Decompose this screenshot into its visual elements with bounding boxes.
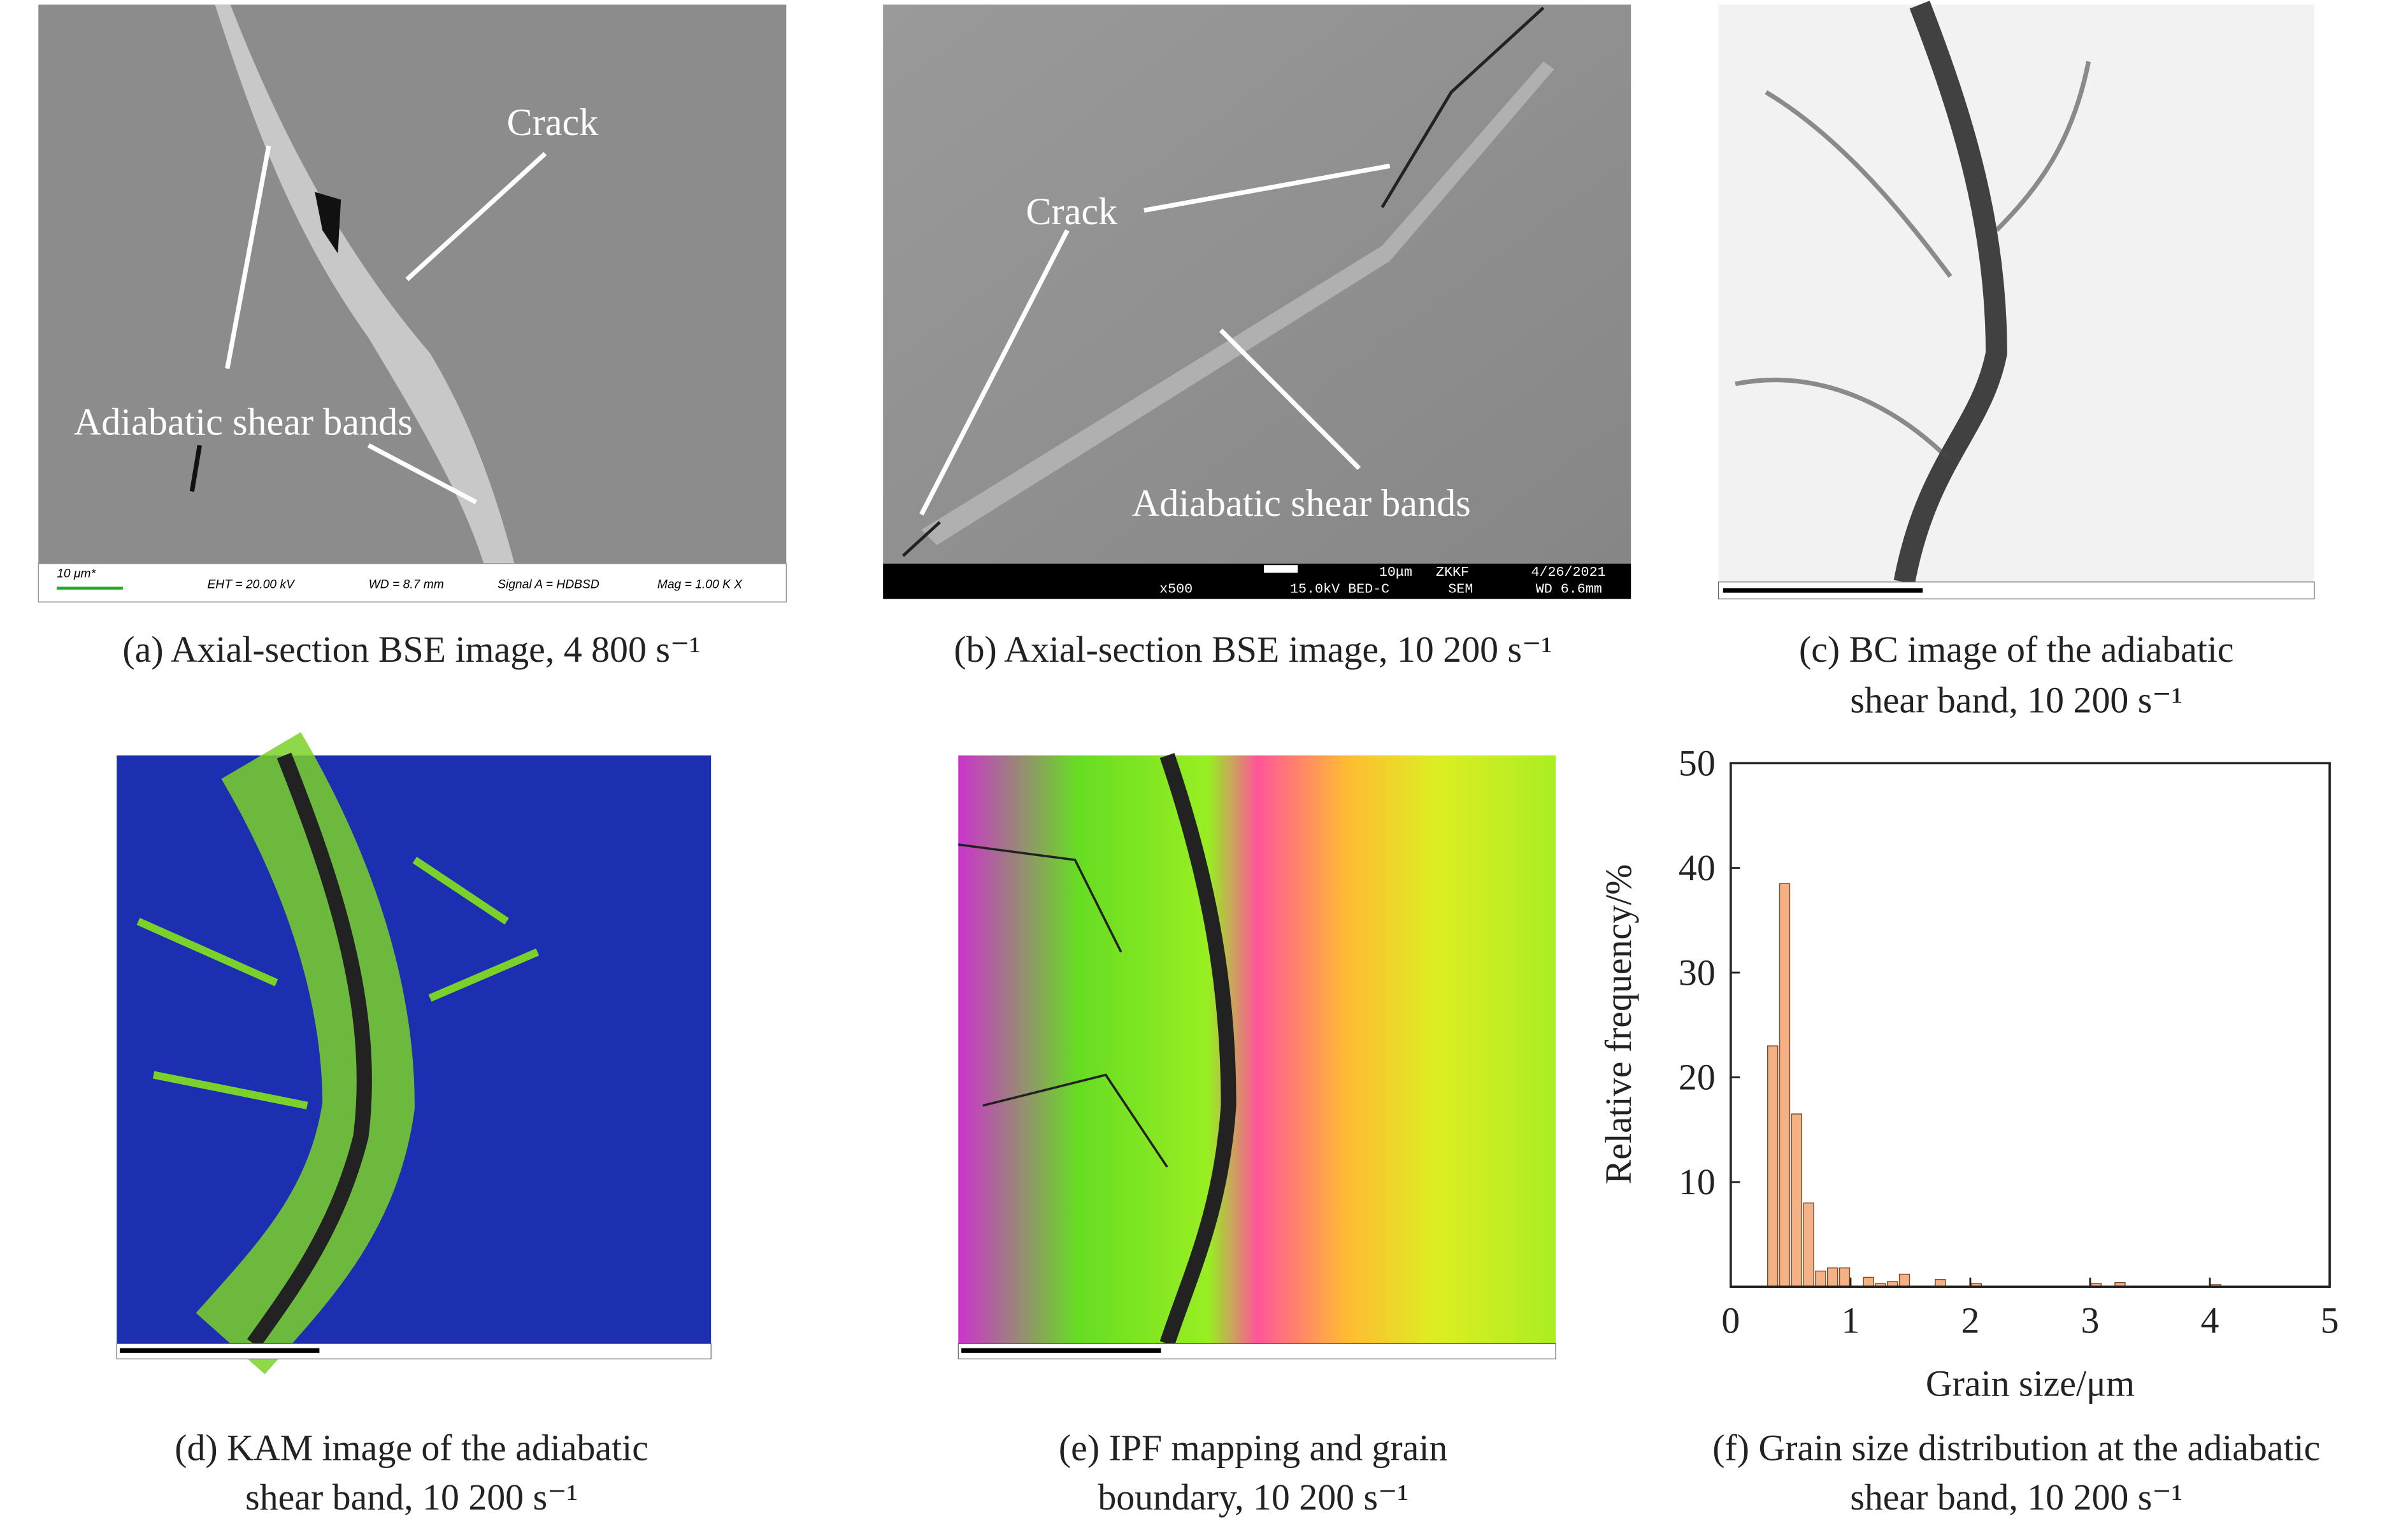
annotation: Adiabatic shear bands bbox=[74, 401, 413, 443]
texture bbox=[136, 857, 540, 1110]
info-text: WD 6.6mm bbox=[1536, 582, 1602, 597]
grain-boundary bbox=[958, 843, 1168, 1168]
x-tick-label: 4 bbox=[2201, 1300, 2219, 1341]
shear-band bbox=[921, 61, 1554, 545]
caption: shear band, 10 200 s⁻¹ bbox=[1850, 680, 2182, 721]
panel-c: (c) BC image of the adiabatic shear band… bbox=[1717, 1, 2315, 721]
arrow bbox=[405, 152, 547, 282]
annotation: Adiabatic shear bands bbox=[1132, 482, 1471, 525]
crack bbox=[315, 192, 341, 253]
texture bbox=[1735, 61, 2091, 462]
panel-f: (f) Grain size distribution at the adiab… bbox=[1598, 742, 2339, 1517]
scale-bar bbox=[1723, 588, 1923, 593]
annotation: Crack bbox=[1026, 190, 1118, 233]
x-tick-label: 2 bbox=[1961, 1300, 1979, 1341]
x-tick-label: 1 bbox=[1841, 1300, 1860, 1341]
caption: (e) IPF mapping and grain bbox=[1059, 1427, 1448, 1469]
info-text: ZKKF bbox=[1436, 564, 1469, 580]
micrograph bbox=[117, 755, 712, 1344]
info-text: EHT = 20.00 kV bbox=[207, 578, 296, 591]
x-tick-label: 0 bbox=[1721, 1300, 1740, 1341]
caption: shear band, 10 200 s⁻¹ bbox=[245, 1476, 578, 1518]
info-text: WD = 8.7 mm bbox=[369, 578, 444, 591]
arrow bbox=[367, 443, 478, 504]
micrograph bbox=[883, 4, 1631, 564]
y-tick-label: 50 bbox=[1679, 742, 1716, 783]
info-text: x500 bbox=[1159, 582, 1193, 597]
arrow bbox=[1143, 163, 1391, 213]
micrograph bbox=[1718, 4, 2314, 582]
bar bbox=[1827, 1267, 1838, 1287]
panel-b: Crack Adiabatic shear bands 10μm ZKKF 4/… bbox=[883, 4, 1631, 670]
panel-d: (d) KAM image of the adiabatic shear ban… bbox=[116, 732, 712, 1518]
bar bbox=[1767, 1045, 1779, 1287]
micrograph bbox=[38, 4, 787, 564]
caption: (b) Axial-section BSE image, 10 200 s⁻¹ bbox=[954, 629, 1552, 670]
arrow bbox=[919, 229, 1070, 516]
shear-band-core bbox=[1159, 753, 1236, 1346]
info-bar bbox=[38, 563, 787, 603]
info-text: Signal A = HDBSD bbox=[498, 578, 599, 591]
arrow bbox=[1219, 328, 1361, 470]
info-bar bbox=[883, 563, 1631, 599]
annotation: Crack bbox=[507, 101, 599, 144]
info-text: SEM bbox=[1448, 582, 1473, 597]
bar bbox=[1815, 1270, 1826, 1287]
info-text: 4/26/2021 bbox=[1531, 564, 1605, 580]
x-tick-label: 3 bbox=[2081, 1300, 2100, 1341]
panel-e: (e) IPF mapping and grain boundary, 10 2… bbox=[957, 753, 1556, 1518]
arrow bbox=[225, 145, 271, 369]
y-tick-label: 30 bbox=[1679, 952, 1716, 993]
y-tick-label: 10 bbox=[1679, 1161, 1716, 1203]
x-tick-label: 5 bbox=[2321, 1300, 2339, 1341]
shear-band bbox=[1893, 1, 2007, 584]
y-tick-label: 20 bbox=[1679, 1057, 1716, 1098]
crack bbox=[1380, 6, 1545, 208]
scale-bar bbox=[120, 1348, 320, 1353]
caption: (c) BC image of the adiabatic bbox=[1799, 629, 2234, 670]
bar bbox=[1779, 883, 1791, 1287]
shear-band bbox=[215, 4, 515, 564]
crack bbox=[189, 445, 202, 492]
scale-bar bbox=[1264, 565, 1298, 573]
bar bbox=[1863, 1276, 1874, 1287]
info-text: 15.0kV BED-C bbox=[1290, 582, 1389, 597]
micrograph bbox=[958, 755, 1556, 1344]
caption: (d) KAM image of the adiabatic bbox=[175, 1427, 649, 1469]
y-axis-label: Relative frequency/% bbox=[1598, 864, 1639, 1185]
bar bbox=[1791, 1113, 1802, 1287]
bar bbox=[1898, 1273, 1910, 1287]
bar bbox=[1838, 1267, 1851, 1287]
info-text: 10μm bbox=[1379, 564, 1412, 580]
crack bbox=[901, 520, 941, 557]
scale-bar bbox=[961, 1348, 1161, 1353]
caption: (a) Axial-section BSE image, 4 800 s⁻¹ bbox=[122, 629, 700, 670]
scale-label: 10 μm* bbox=[57, 568, 96, 581]
info-text: Mag = 1.00 K X bbox=[657, 578, 743, 591]
caption: boundary, 10 200 s⁻¹ bbox=[1098, 1476, 1408, 1518]
plot-frame bbox=[1730, 762, 2331, 1289]
y-tick-label: 40 bbox=[1679, 847, 1716, 889]
shear-band-core bbox=[247, 752, 372, 1348]
bar bbox=[1803, 1203, 1814, 1287]
x-axis-label: Grain size/μm bbox=[1926, 1362, 2135, 1404]
panel-a: Crack Adiabatic shear bands 10 μm* EHT =… bbox=[38, 4, 787, 670]
caption: (f) Grain size distribution at the adiab… bbox=[1712, 1427, 2320, 1469]
caption: shear band, 10 200 s⁻¹ bbox=[1850, 1476, 2182, 1518]
